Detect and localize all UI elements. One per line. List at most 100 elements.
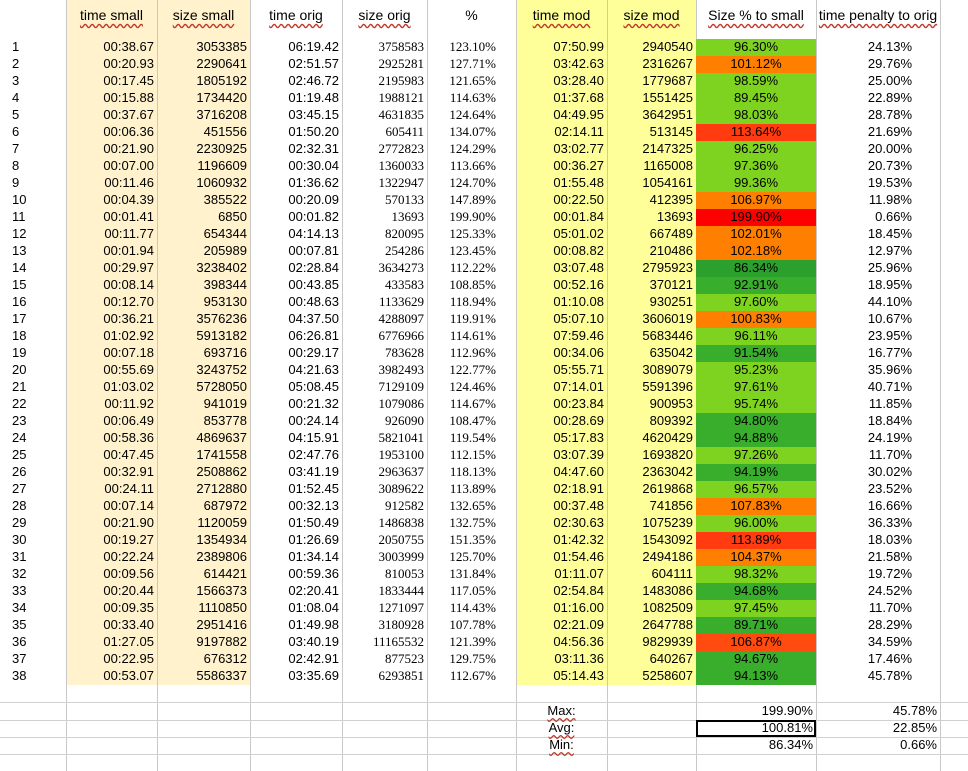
cell-size-mod[interactable]: 5591396 <box>642 379 693 394</box>
cell-size-pct-to-small[interactable]: 102.18% <box>696 243 816 260</box>
cell-percent[interactable]: 124.70% <box>449 175 496 190</box>
cell-size-pct-to-small[interactable]: 91.54% <box>696 345 816 362</box>
cell-size-small[interactable]: 451556 <box>203 124 247 139</box>
row-number[interactable]: 30 <box>12 532 27 547</box>
cell-percent[interactable]: 199.90% <box>449 209 496 224</box>
cell-size-orig[interactable]: 2195983 <box>378 73 425 88</box>
cell-time-penalty[interactable]: 28.29% <box>867 617 912 632</box>
cell-size-pct-to-small[interactable]: 86.34% <box>696 260 816 277</box>
cell-size-mod[interactable]: 809392 <box>649 413 693 428</box>
cell-percent[interactable]: 112.67% <box>449 668 496 683</box>
cell-size-small[interactable]: 1060932 <box>196 175 247 190</box>
cell-size-mod[interactable]: 1779687 <box>642 73 693 88</box>
row-number[interactable]: 12 <box>12 226 27 241</box>
cell-size-orig[interactable]: 783628 <box>385 345 424 360</box>
cell-time-orig[interactable]: 01:26.69 <box>288 532 339 547</box>
cell-size-orig[interactable]: 6776966 <box>378 328 425 343</box>
cell-time-penalty[interactable]: 10.67% <box>867 311 912 326</box>
cell-time-orig[interactable]: 04:14.13 <box>288 226 339 241</box>
cell-size-small[interactable]: 687972 <box>203 498 247 513</box>
cell-percent[interactable]: 134.07% <box>449 124 496 139</box>
cell-time-penalty[interactable]: 24.52% <box>867 583 912 598</box>
cell-size-mod[interactable]: 1551425 <box>642 90 693 105</box>
row-number[interactable]: 6 <box>12 124 20 139</box>
cell-time-mod[interactable]: 04:56.36 <box>553 634 604 649</box>
header-size-mod[interactable]: size mod <box>607 0 696 30</box>
cell-size-small[interactable]: 1741558 <box>196 447 247 462</box>
cell-size-small[interactable]: 385522 <box>203 192 247 207</box>
cell-time-mod[interactable]: 01:55.48 <box>553 175 604 190</box>
cell-size-orig[interactable]: 4288097 <box>378 311 425 326</box>
row-number[interactable]: 32 <box>12 566 27 581</box>
cell-time-penalty[interactable]: 22.89% <box>867 90 912 105</box>
cell-time-orig[interactable]: 03:35.69 <box>288 668 339 683</box>
cell-time-small[interactable]: 00:01.94 <box>103 243 154 258</box>
cell-size-pct-to-small[interactable]: 98.03% <box>696 107 816 124</box>
cell-size-small[interactable]: 3243752 <box>196 362 247 377</box>
row-number[interactable]: 24 <box>12 430 27 445</box>
cell-time-small[interactable]: 00:11.46 <box>104 175 154 190</box>
cell-size-small[interactable]: 6850 <box>218 209 247 224</box>
cell-percent[interactable]: 119.54% <box>449 430 496 445</box>
cell-time-penalty[interactable]: 20.00% <box>867 141 912 156</box>
cell-time-mod[interactable]: 00:23.84 <box>553 396 604 411</box>
cell-size-small[interactable]: 2712880 <box>196 481 247 496</box>
cell-size-pct-to-small[interactable]: 94.68% <box>696 583 816 600</box>
row-number[interactable]: 15 <box>12 277 27 292</box>
cell-size-mod[interactable]: 640267 <box>649 651 693 666</box>
header-size-small[interactable]: size small <box>157 0 250 30</box>
cell-time-mod[interactable]: 07:50.99 <box>553 39 604 54</box>
cell-time-penalty[interactable]: 34.59% <box>867 634 912 649</box>
cell-time-orig[interactable]: 01:36.62 <box>288 175 339 190</box>
cell-size-mod[interactable]: 741856 <box>649 498 693 513</box>
cell-time-small[interactable]: 00:07.14 <box>103 498 154 513</box>
cell-time-mod[interactable]: 03:28.40 <box>553 73 604 88</box>
cell-size-pct-to-small[interactable]: 101.12% <box>696 56 816 73</box>
cell-percent[interactable]: 121.39% <box>449 634 496 649</box>
row-number[interactable]: 26 <box>12 464 27 479</box>
cell-size-small[interactable]: 2290641 <box>196 56 247 71</box>
cell-time-mod[interactable]: 05:01.02 <box>553 226 604 241</box>
cell-size-small[interactable]: 676312 <box>203 651 247 666</box>
cell-size-mod[interactable]: 4620429 <box>642 430 693 445</box>
cell-size-orig[interactable]: 4631835 <box>378 107 425 122</box>
header-size-pct-to-small[interactable]: Size % to small <box>696 0 816 30</box>
cell-percent[interactable]: 114.63% <box>449 90 496 105</box>
cell-size-small[interactable]: 1354934 <box>196 532 247 547</box>
cell-time-small[interactable]: 00:11.92 <box>104 396 154 411</box>
cell-percent[interactable]: 127.71% <box>449 56 496 71</box>
cell-size-pct-to-small[interactable]: 97.45% <box>696 600 816 617</box>
row-number[interactable]: 28 <box>12 498 27 513</box>
cell-size-orig[interactable]: 820095 <box>385 226 424 241</box>
cell-time-small[interactable]: 00:11.77 <box>104 226 154 241</box>
cell-size-small[interactable]: 693716 <box>203 345 247 360</box>
cell-size-orig[interactable]: 1833444 <box>378 583 425 598</box>
cell-percent[interactable]: 113.66% <box>449 158 496 173</box>
cell-size-orig[interactable]: 926090 <box>385 413 424 428</box>
cell-time-mod[interactable]: 00:37.48 <box>553 498 604 513</box>
cell-size-orig[interactable]: 7129109 <box>378 379 425 394</box>
cell-size-pct-to-small[interactable]: 97.61% <box>696 379 816 396</box>
cell-time-penalty[interactable]: 36.33% <box>867 515 912 530</box>
cell-time-orig[interactable]: 06:19.42 <box>288 39 339 54</box>
cell-time-orig[interactable]: 00:07.81 <box>288 243 339 258</box>
cell-size-pct-to-small[interactable]: 89.71% <box>696 617 816 634</box>
cell-time-mod[interactable]: 04:47.60 <box>553 464 604 479</box>
cell-size-orig[interactable]: 3180928 <box>378 617 425 632</box>
cell-time-small[interactable]: 00:36.21 <box>103 311 154 326</box>
row-number[interactable]: 4 <box>12 90 20 105</box>
cell-percent[interactable]: 112.96% <box>449 345 496 360</box>
cell-time-small[interactable]: 00:07.00 <box>103 158 154 173</box>
cell-size-mod[interactable]: 210486 <box>649 243 693 258</box>
summary-size-pct[interactable]: 86.34% <box>768 737 813 752</box>
cell-time-mod[interactable]: 01:37.68 <box>553 90 604 105</box>
row-number[interactable]: 35 <box>12 617 27 632</box>
cell-size-mod[interactable]: 3606019 <box>642 311 693 326</box>
cell-size-mod[interactable]: 3642951 <box>642 107 693 122</box>
cell-time-orig[interactable]: 01:34.14 <box>288 549 339 564</box>
cell-size-orig[interactable]: 912582 <box>385 498 424 513</box>
cell-size-pct-to-small[interactable]: 94.80% <box>696 413 816 430</box>
cell-size-orig[interactable]: 5821041 <box>378 430 425 445</box>
cell-size-pct-to-small[interactable]: 96.57% <box>696 481 816 498</box>
cell-time-small[interactable]: 00:06.36 <box>103 124 154 139</box>
